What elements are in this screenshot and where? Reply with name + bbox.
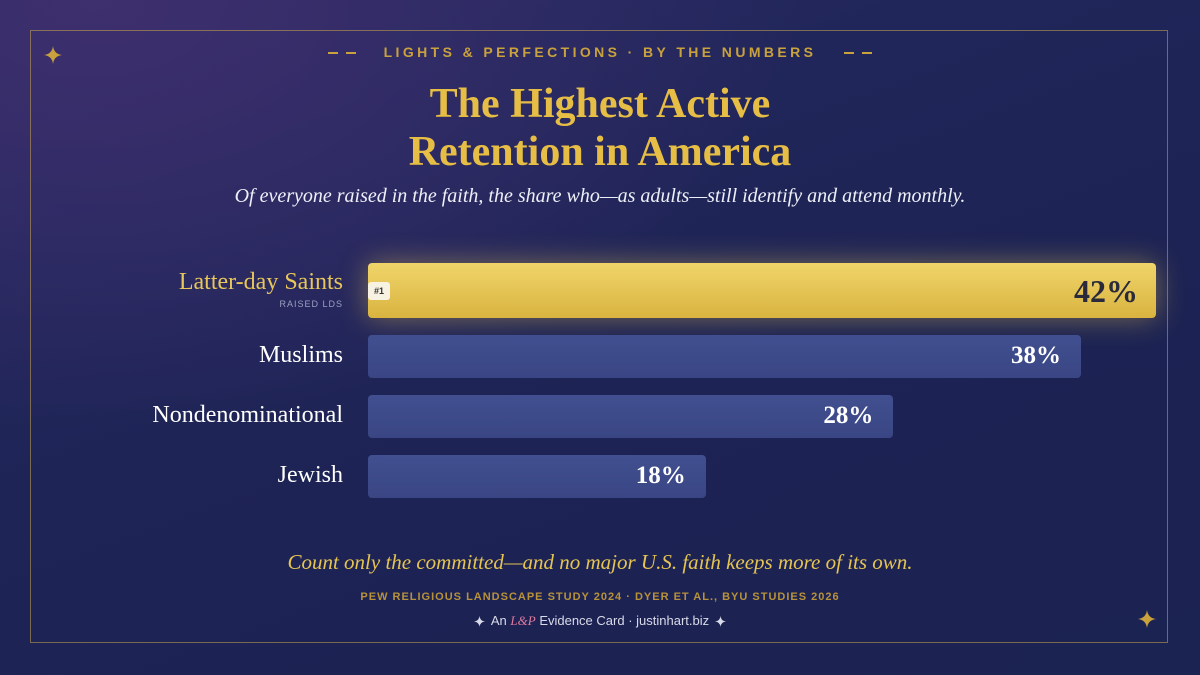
footer-suffix: Evidence Card · justinhart.biz	[539, 613, 710, 628]
value-label: 28%	[823, 401, 874, 429]
category-label: Latter-day Saints	[178, 269, 343, 295]
value-label: 18%	[635, 461, 686, 489]
kicker-text: LIGHTS & PERFECTIONS · BY THE NUMBERS	[383, 44, 817, 60]
value-label: 38%	[1010, 341, 1061, 369]
kicker: LIGHTS & PERFECTIONS · BY THE NUMBERS	[0, 44, 1200, 60]
footer-brand: L&P	[510, 613, 536, 628]
frame	[30, 30, 1168, 643]
footer-prefix: An	[490, 613, 507, 628]
sparkle	[44, 46, 62, 64]
rank-badge: #1	[368, 281, 391, 300]
category-label: Jewish	[277, 461, 343, 488]
value-label: 42%	[1074, 272, 1138, 309]
sparkle	[715, 616, 727, 628]
sparkle	[473, 616, 485, 628]
footer: An L&P Evidence Card · justinhart.biz	[0, 613, 1200, 629]
category-label: Nondenominational	[152, 401, 343, 428]
bar	[368, 263, 1156, 318]
bar	[368, 335, 1081, 378]
chart-title: The Highest Active Retention in America	[408, 81, 792, 175]
category-label: Muslims	[258, 341, 343, 368]
bar	[368, 395, 894, 438]
bar	[368, 455, 706, 498]
source: PEW RELIGIOUS LANDSCAPE STUDY 2024 · DYE…	[360, 591, 840, 603]
sparkle	[1138, 610, 1156, 628]
category-note: RAISED LDS	[279, 299, 343, 309]
annotation: Count only the committed—and no major U.…	[287, 550, 913, 574]
subtitle: Of everyone raised in the faith, the sha…	[234, 185, 966, 207]
